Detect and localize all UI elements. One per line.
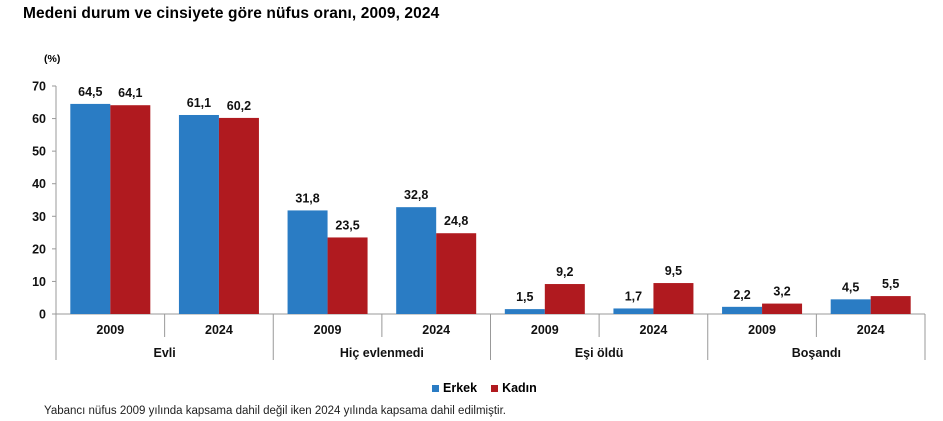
y-tick-label: 10 bbox=[32, 275, 46, 289]
value-label-erkek: 64,5 bbox=[78, 85, 102, 99]
bar-kadin bbox=[544, 284, 585, 314]
value-label-erkek: 1,7 bbox=[625, 289, 642, 303]
value-label-kadin: 60,2 bbox=[227, 99, 251, 113]
bar-kadin bbox=[762, 303, 803, 314]
bar-kadin bbox=[218, 117, 259, 314]
x-year-label: 2009 bbox=[748, 323, 776, 337]
value-label-erkek: 61,1 bbox=[187, 96, 211, 110]
y-tick-label: 60 bbox=[32, 112, 46, 126]
y-tick-label: 20 bbox=[32, 242, 46, 256]
legend-item-kadin: Kadın bbox=[491, 381, 537, 395]
chart-title: Medeni durum ve cinsiyete göre nüfus ora… bbox=[23, 5, 440, 22]
value-label-kadin: 24,8 bbox=[444, 214, 468, 228]
value-label-erkek: 4,5 bbox=[842, 280, 859, 294]
bar-erkek bbox=[178, 114, 219, 314]
bar-erkek bbox=[722, 306, 763, 314]
value-label-kadin: 3,2 bbox=[773, 285, 790, 299]
value-label-kadin: 5,5 bbox=[882, 277, 899, 291]
value-label-kadin: 9,5 bbox=[665, 264, 682, 278]
bar-kadin bbox=[870, 296, 911, 314]
y-tick-label: 40 bbox=[32, 177, 46, 191]
value-label-erkek: 1,5 bbox=[516, 290, 533, 304]
x-group-label: Hiç evlenmedi bbox=[340, 346, 424, 360]
x-group-label: Evli bbox=[154, 346, 176, 360]
legend: Erkek Kadın bbox=[432, 381, 537, 395]
x-year-label: 2024 bbox=[857, 323, 885, 337]
x-year-label: 2024 bbox=[205, 323, 233, 337]
bar-erkek bbox=[830, 299, 871, 314]
x-group-label: Eşi öldü bbox=[575, 346, 624, 360]
x-year-label: 2024 bbox=[640, 323, 668, 337]
value-label-kadin: 9,2 bbox=[556, 265, 573, 279]
legend-swatch-kadin bbox=[491, 384, 499, 392]
bar-erkek bbox=[70, 103, 111, 315]
value-label-kadin: 64,1 bbox=[118, 86, 142, 100]
x-year-label: 2009 bbox=[531, 323, 559, 337]
bar-erkek bbox=[504, 309, 545, 314]
bar-kadin bbox=[653, 283, 694, 314]
x-year-label: 2024 bbox=[422, 323, 450, 337]
legend-label-erkek: Erkek bbox=[443, 381, 478, 395]
y-tick-label: 0 bbox=[39, 308, 46, 322]
bar-kadin bbox=[110, 105, 151, 315]
bar-erkek bbox=[396, 207, 437, 314]
y-tick-label: 70 bbox=[32, 80, 46, 94]
y-axis-unit-label: (%) bbox=[44, 53, 61, 65]
value-label-erkek: 2,2 bbox=[733, 288, 750, 302]
x-group-label: Boşandı bbox=[792, 346, 841, 360]
legend-item-erkek: Erkek bbox=[432, 381, 477, 395]
value-label-erkek: 31,8 bbox=[295, 191, 319, 205]
legend-label-kadin: Kadın bbox=[502, 381, 537, 395]
bar-kadin bbox=[327, 237, 368, 314]
value-label-kadin: 23,5 bbox=[335, 218, 359, 232]
y-tick-label: 30 bbox=[32, 210, 46, 224]
x-year-label: 2009 bbox=[96, 323, 124, 337]
legend-swatch-erkek bbox=[432, 384, 439, 392]
footnote: Yabancı nüfus 2009 yılında kapsama dahil… bbox=[44, 405, 506, 417]
x-year-label: 2009 bbox=[314, 323, 342, 337]
bar-kadin bbox=[436, 233, 477, 314]
bar-erkek bbox=[613, 308, 654, 314]
bar-erkek bbox=[287, 210, 328, 314]
value-label-erkek: 32,8 bbox=[404, 188, 428, 202]
y-tick-label: 50 bbox=[32, 145, 46, 159]
